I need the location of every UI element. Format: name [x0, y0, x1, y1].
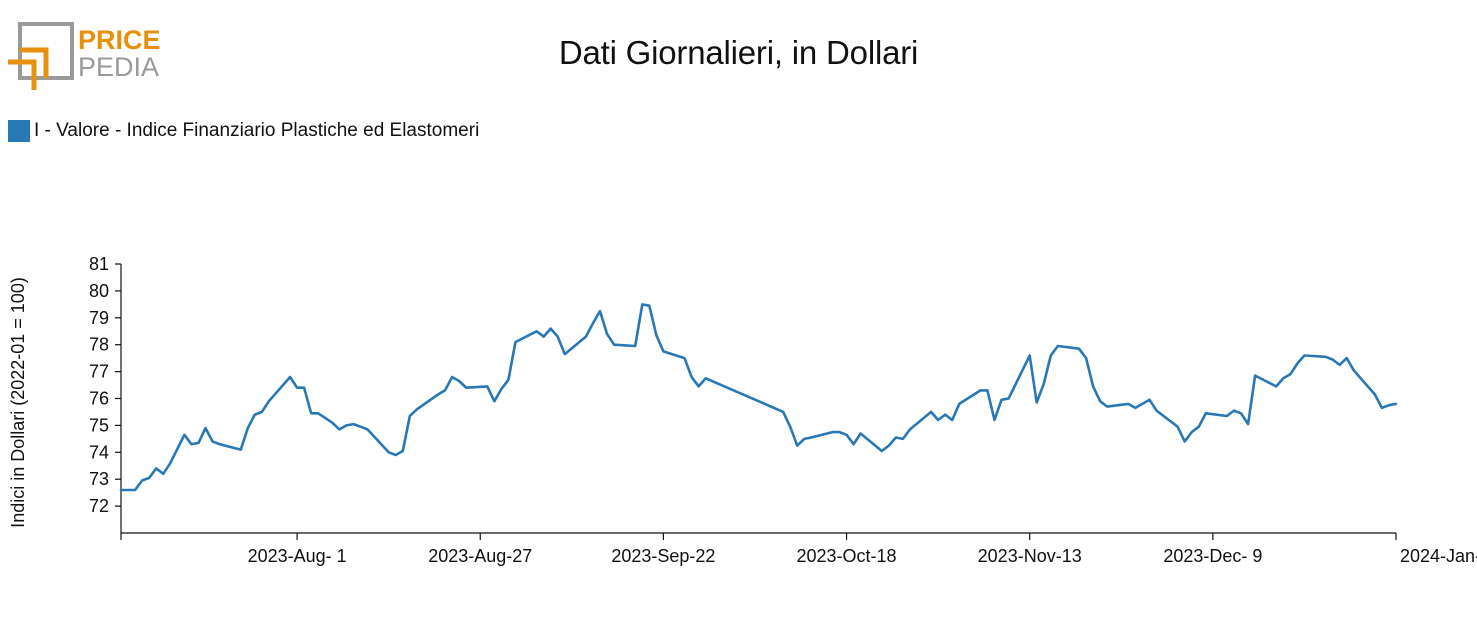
y-tick-label: 75: [89, 415, 109, 435]
y-tick-label: 79: [89, 308, 109, 328]
x-axis: 2023-Aug- 1 2023-Aug-27 2023-Sep-22 2023-Oc…: [120, 532, 1477, 566]
x-tick-label: 2023-Dec- 9: [1163, 546, 1262, 566]
pricepedia-logo: PRICE PEDIA: [6, 20, 166, 96]
legend-swatch: [8, 120, 30, 142]
x-tick-label: 2023-Sep-22: [611, 546, 715, 566]
y-tick-label: 77: [89, 362, 109, 382]
x-tick-label: 2023-Aug-27: [428, 546, 532, 566]
x-tick-label: 2023-Nov-13: [978, 546, 1082, 566]
chart-title: Dati Giornalieri, in Dollari: [558, 34, 919, 71]
legend-label: I - Valore - Indice Finanziario Plastich…: [34, 120, 480, 141]
x-tick-label: 2024-Jan- 4: [1400, 546, 1477, 566]
y-tick-label: 74: [89, 442, 109, 462]
logo-text-price: PRICE: [78, 25, 161, 55]
chart-legend: I - Valore - Indice Finanziario Plastich…: [8, 120, 479, 142]
pricepedia-logo-mark: PRICE PEDIA: [8, 22, 161, 90]
x-tick-label: 2023-Oct-18: [797, 546, 897, 566]
y-tick-label: 81: [89, 254, 109, 274]
y-axis: 72 73 74 75 76 77 78 79 80 81: [89, 254, 122, 533]
logo-text-pedia: PEDIA: [78, 52, 159, 82]
y-tick-label: 80: [89, 281, 109, 301]
logo-orange-corner-inner: [20, 47, 49, 78]
logo-orange-corner-outer: [8, 59, 37, 90]
y-tick-label: 76: [89, 389, 109, 409]
y-tick-label: 78: [89, 335, 109, 355]
series-layer: [119, 303, 1398, 492]
series-line: [119, 303, 1398, 492]
y-axis-label: Indici in Dollari (2022-01 = 100): [8, 277, 28, 528]
y-tick-label: 72: [89, 496, 109, 516]
x-tick-label: 2023-Aug- 1: [248, 546, 347, 566]
y-tick-label: 73: [89, 469, 109, 489]
